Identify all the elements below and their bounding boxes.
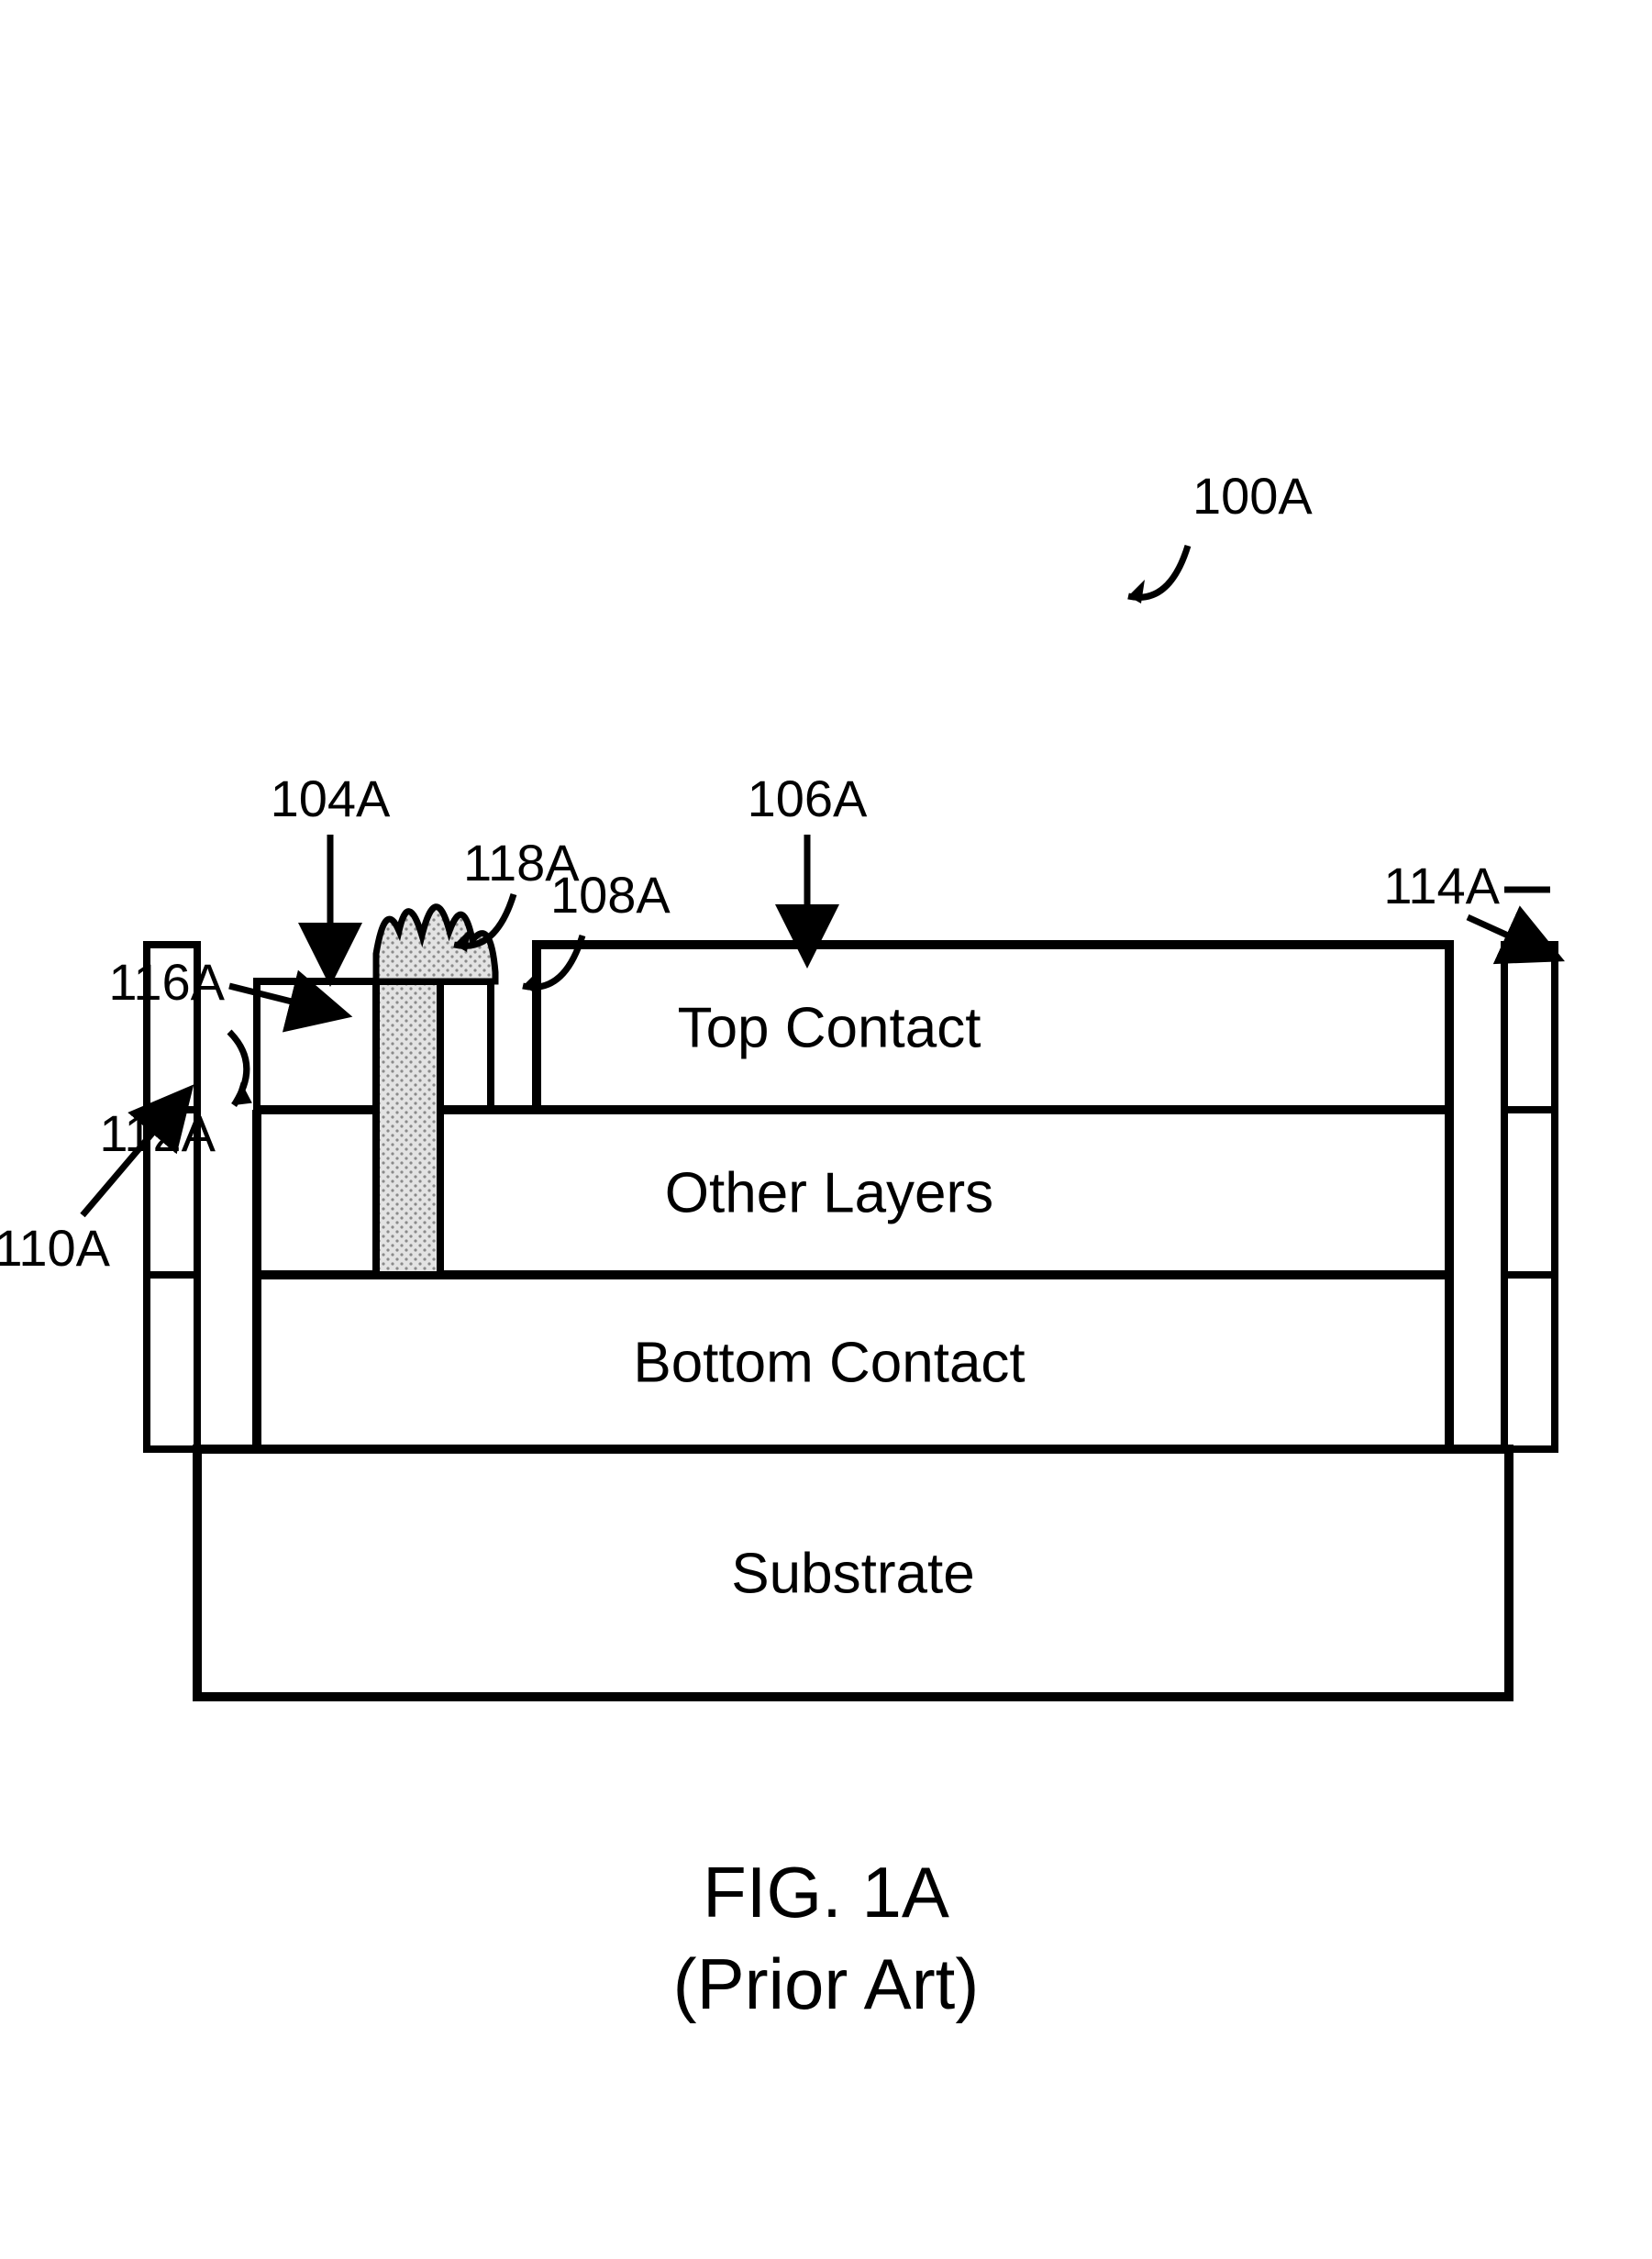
figure-subtitle: (Prior Art) <box>673 1943 980 2024</box>
top-contact-layer-label: Top Contact <box>678 997 981 1060</box>
dotted-column <box>376 981 440 1275</box>
figure-number: FIG. 1A <box>703 1852 949 1932</box>
labels-and-arrows: 100A104A106A108A118A116A112A110A114A <box>0 467 1550 1277</box>
trench-left-cell-2 <box>147 1275 197 1449</box>
bottom-contact-layer-label: Bottom Contact <box>633 1332 1025 1395</box>
ref-116A-label: 116A <box>108 953 225 1011</box>
trench-right-cell-1 <box>1504 1110 1555 1275</box>
ref-110A-label: 110A <box>0 1219 111 1277</box>
diagram-canvas: Substrate Top Contact Other Layers Bottom … <box>0 0 1652 2259</box>
trench-right <box>1504 945 1555 1449</box>
other-layers-layer-label: Other Layers <box>665 1162 993 1225</box>
top-contact-right-cell <box>537 945 1449 1110</box>
ref-104A-label: 104A <box>271 770 391 827</box>
ref-118A-label: 118A <box>463 834 580 891</box>
substrate-label: Substrate <box>731 1543 974 1606</box>
ref-106A-label: 106A <box>748 770 868 827</box>
ref-112A-label: 112A <box>99 1104 216 1162</box>
ref-100A-label: 100A <box>1192 467 1313 525</box>
trench-right-cell-2 <box>1504 1275 1555 1449</box>
ref-114A-label: 114A <box>1383 857 1500 914</box>
trench-left <box>147 945 197 1449</box>
trench-right-cell-0 <box>1504 945 1555 1110</box>
